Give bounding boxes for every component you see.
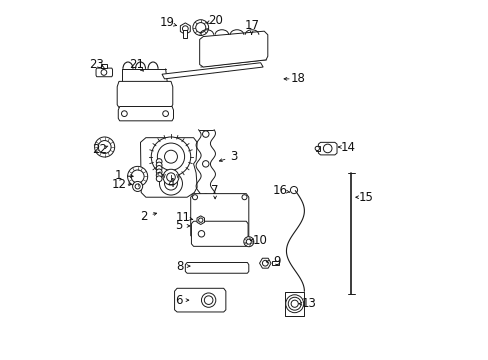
Circle shape (201, 293, 215, 307)
Circle shape (131, 170, 144, 183)
Polygon shape (315, 146, 319, 151)
Polygon shape (162, 63, 263, 79)
Circle shape (195, 23, 205, 33)
Circle shape (156, 166, 162, 171)
Text: 12: 12 (111, 178, 126, 191)
Polygon shape (199, 31, 267, 67)
Circle shape (121, 111, 127, 117)
Bar (183, 31, 187, 38)
Text: 6: 6 (174, 294, 182, 307)
Circle shape (166, 173, 175, 181)
Bar (101, 64, 107, 68)
Polygon shape (318, 142, 336, 155)
Circle shape (94, 137, 115, 157)
Circle shape (192, 195, 197, 200)
Text: 11: 11 (176, 211, 191, 224)
Circle shape (132, 181, 142, 192)
Circle shape (192, 20, 208, 36)
Circle shape (101, 69, 106, 75)
Circle shape (262, 260, 267, 266)
Circle shape (157, 143, 184, 170)
Text: 7: 7 (211, 184, 219, 197)
Text: 1: 1 (114, 169, 122, 182)
Circle shape (202, 194, 208, 201)
Circle shape (290, 300, 298, 307)
Circle shape (159, 172, 182, 195)
Text: 13: 13 (301, 297, 316, 310)
Text: 8: 8 (176, 260, 183, 273)
Circle shape (135, 184, 140, 189)
Circle shape (156, 172, 162, 178)
Polygon shape (118, 107, 173, 121)
Circle shape (242, 195, 246, 200)
Bar (271, 261, 278, 265)
Text: 22: 22 (92, 143, 106, 156)
Text: 23: 23 (89, 58, 104, 71)
Text: 16: 16 (272, 184, 287, 197)
Polygon shape (259, 258, 270, 268)
Circle shape (198, 218, 203, 222)
Circle shape (246, 239, 251, 244)
Circle shape (182, 26, 188, 32)
Text: 19: 19 (160, 17, 175, 30)
Text: 21: 21 (128, 58, 143, 71)
Circle shape (192, 233, 197, 238)
Circle shape (156, 162, 162, 168)
Circle shape (164, 177, 177, 190)
Text: 2: 2 (140, 210, 147, 223)
Polygon shape (185, 262, 248, 273)
Polygon shape (117, 81, 172, 108)
Polygon shape (96, 68, 112, 77)
Circle shape (242, 233, 246, 238)
Text: 5: 5 (175, 219, 183, 233)
Circle shape (202, 161, 208, 167)
Text: 4: 4 (167, 177, 174, 190)
Circle shape (156, 169, 162, 175)
Bar (285, 292, 304, 316)
Text: 3: 3 (229, 150, 237, 163)
Polygon shape (174, 288, 225, 312)
Circle shape (323, 144, 331, 153)
Polygon shape (191, 221, 247, 246)
Circle shape (163, 111, 168, 117)
Circle shape (314, 146, 319, 150)
Circle shape (156, 176, 162, 181)
Circle shape (285, 295, 303, 313)
Polygon shape (180, 23, 190, 35)
Text: 9: 9 (272, 255, 280, 268)
Circle shape (164, 150, 177, 163)
Text: 14: 14 (340, 140, 355, 153)
Polygon shape (190, 194, 248, 238)
Polygon shape (197, 216, 204, 225)
Text: 17: 17 (244, 19, 259, 32)
Text: 18: 18 (290, 72, 305, 85)
Circle shape (151, 137, 190, 176)
Text: 20: 20 (207, 14, 222, 27)
Circle shape (156, 159, 162, 165)
Text: 15: 15 (358, 191, 373, 204)
Text: 10: 10 (252, 234, 267, 247)
Circle shape (204, 296, 212, 305)
Circle shape (98, 140, 111, 153)
Circle shape (290, 186, 297, 194)
Circle shape (127, 166, 147, 186)
Circle shape (244, 237, 253, 247)
Polygon shape (140, 138, 197, 197)
Circle shape (163, 169, 179, 185)
Circle shape (287, 297, 301, 310)
Circle shape (202, 131, 208, 137)
Circle shape (198, 230, 204, 237)
